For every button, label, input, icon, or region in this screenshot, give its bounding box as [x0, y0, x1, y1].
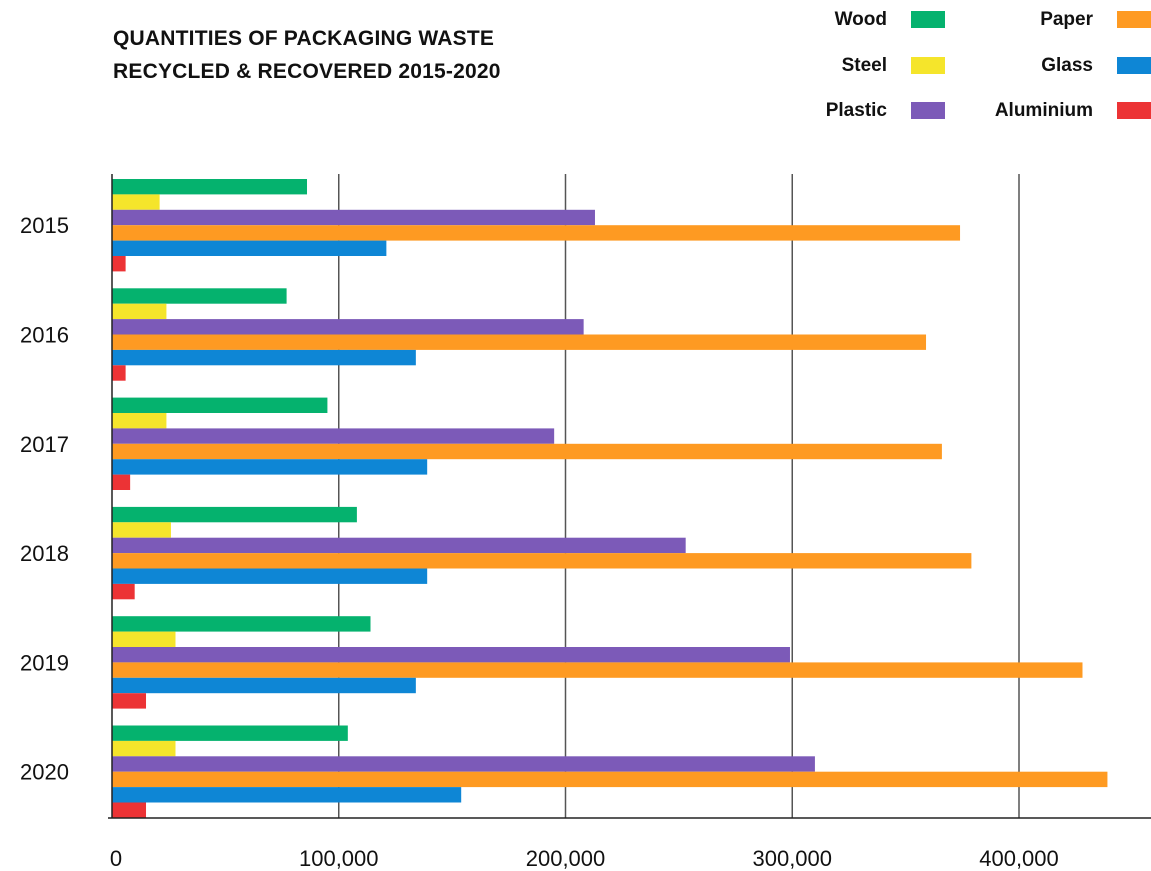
bar-paper-2016: [112, 334, 927, 350]
legend-label-wood: Wood: [834, 9, 887, 30]
bar-plastic-2015: [112, 209, 595, 226]
x-axis-labels: 0 100,000 200,000 300,000 400,000: [110, 846, 1059, 871]
bar-plastic-2018: [112, 537, 686, 554]
y-tick-label-2019: 2019: [20, 650, 69, 675]
bar-paper-2020: [112, 771, 1108, 788]
bars: [112, 179, 1108, 818]
bar-glass-2016: [112, 349, 416, 366]
bar-steel-2016: [112, 303, 167, 320]
legend-swatch-plastic: [911, 102, 945, 119]
bar-plastic-2020: [112, 756, 815, 772]
bar-wood-2018: [112, 506, 357, 523]
legend-label-paper: Paper: [1040, 9, 1093, 30]
x-tick-label-3: 300,000: [752, 846, 832, 871]
bar-aluminium-2016: [112, 365, 126, 381]
legend-item-plastic: Plastic: [780, 100, 945, 122]
legend-swatch-paper: [1117, 11, 1151, 28]
y-tick-label-2017: 2017: [20, 432, 69, 457]
bar-plastic-2016: [112, 319, 584, 335]
bar-plastic-2019: [112, 647, 790, 663]
y-axis-labels: 2015 2016 2017 2018 2019 2020: [20, 213, 69, 785]
legend-swatch-glass: [1117, 57, 1151, 74]
bar-wood-2019: [112, 616, 371, 632]
legend-item-aluminium: Aluminium: [960, 100, 1151, 122]
bar-wood-2020: [112, 725, 348, 741]
bar-steel-2015: [112, 194, 160, 210]
legend-item-paper: Paper: [960, 9, 1151, 31]
bar-glass-2018: [112, 568, 428, 584]
bar-paper-2018: [112, 553, 972, 569]
legend-label-glass: Glass: [1041, 55, 1093, 76]
bar-wood-2016: [112, 288, 287, 304]
bar-glass-2017: [112, 459, 428, 475]
bar-aluminium-2019: [112, 693, 147, 709]
legend-swatch-steel: [911, 57, 945, 74]
axes: [108, 174, 1151, 819]
bar-plastic-2017: [112, 428, 555, 444]
bar-steel-2019: [112, 631, 176, 647]
legend-label-steel: Steel: [841, 55, 887, 76]
legend-item-glass: Glass: [960, 55, 1151, 77]
bar-steel-2020: [112, 740, 176, 757]
grid-lines: [338, 174, 1020, 818]
chart-title-line-2: RECYCLED & RECOVERED 2015-2020: [113, 60, 501, 83]
x-tick-label-0: 0: [110, 846, 122, 871]
bar-paper-2017: [112, 443, 942, 460]
chart-title-line-1: QUANTITIES OF PACKAGING WASTE: [113, 27, 495, 50]
legend-label-aluminium: Aluminium: [994, 100, 1093, 121]
bar-aluminium-2015: [112, 256, 126, 272]
legend-item-steel: Steel: [780, 55, 945, 77]
bar-paper-2019: [112, 662, 1083, 678]
y-tick-label-2015: 2015: [20, 213, 69, 238]
bar-glass-2015: [112, 240, 387, 256]
legend-swatch-aluminium: [1117, 102, 1151, 119]
y-tick-label-2016: 2016: [20, 323, 69, 348]
bar-aluminium-2017: [112, 474, 131, 490]
bar-wood-2017: [112, 397, 328, 413]
x-tick-label-4: 400,000: [979, 846, 1059, 871]
y-tick-label-2018: 2018: [20, 541, 69, 566]
bar-glass-2019: [112, 677, 416, 694]
legend-swatch-wood: [911, 11, 945, 28]
y-tick-label-2020: 2020: [20, 760, 69, 785]
x-tick-label-2: 200,000: [526, 846, 606, 871]
bar-steel-2017: [112, 413, 167, 429]
chart-title: QUANTITIES OF PACKAGING WASTE RECYCLED &…: [113, 22, 501, 88]
x-tick-label-1: 100,000: [299, 846, 379, 871]
bar-glass-2020: [112, 787, 462, 803]
bar-steel-2018: [112, 522, 171, 538]
bar-aluminium-2018: [112, 583, 135, 600]
bar-wood-2015: [112, 179, 308, 195]
legend-item-wood: Wood: [780, 9, 945, 31]
legend-label-plastic: Plastic: [825, 100, 887, 121]
bar-aluminium-2020: [112, 802, 147, 818]
bar-paper-2015: [112, 225, 961, 241]
